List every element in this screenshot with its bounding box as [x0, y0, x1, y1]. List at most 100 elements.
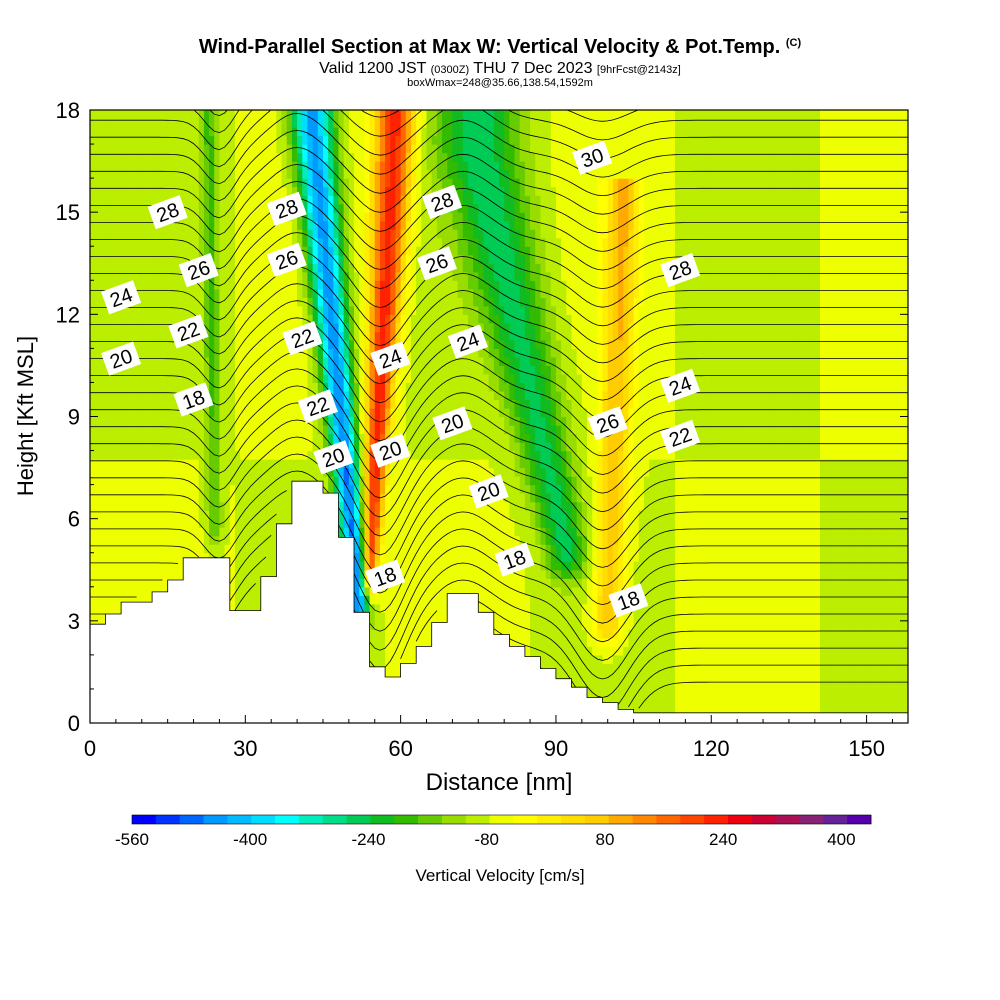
heat-cell: [431, 442, 438, 452]
heat-cell: [431, 603, 438, 613]
heat-cell: [105, 535, 112, 545]
heat-cell: [343, 271, 350, 281]
heat-cell: [167, 127, 174, 137]
heat-cell: [157, 535, 164, 545]
heat-cell: [431, 535, 438, 545]
heat-cell: [369, 365, 376, 375]
heat-cell: [131, 152, 138, 162]
heat-cell: [224, 476, 231, 486]
heat-cell: [188, 425, 195, 435]
heat-cell: [276, 297, 283, 307]
heat-cell: [95, 203, 101, 213]
heat-cell: [250, 544, 257, 554]
heat-cell: [338, 212, 345, 222]
heat-cell: [338, 305, 345, 315]
heat-cell: [431, 382, 438, 392]
heat-cell: [126, 254, 133, 264]
heat-cell: [364, 552, 371, 562]
heat-cell: [312, 297, 319, 307]
heat-cell: [240, 442, 246, 452]
heat-cell: [95, 552, 101, 562]
heat-cell: [312, 254, 319, 264]
heat-cell: [436, 399, 443, 409]
heat-cell: [369, 552, 376, 562]
heat-cell: [390, 603, 397, 613]
heat-cell: [400, 365, 407, 375]
heat-cell: [276, 220, 283, 230]
heat-cell: [385, 425, 391, 435]
heat-cell: [426, 620, 433, 630]
heat-cell: [431, 612, 438, 622]
heat-cell: [193, 178, 200, 188]
heat-cell: [297, 407, 303, 418]
heat-cell: [178, 144, 184, 154]
heat-cell: [136, 527, 143, 537]
heat-cell: [333, 169, 340, 179]
heat-cell: [431, 127, 438, 137]
heat-cell: [131, 237, 138, 247]
heat-cell: [395, 518, 402, 528]
heat-cell: [426, 220, 433, 230]
heat-cell: [224, 254, 231, 264]
heat-cell: [297, 433, 303, 443]
heat-cell: [146, 407, 153, 418]
heat-cell: [385, 552, 391, 562]
heat-cell: [416, 407, 422, 418]
heat-cell: [364, 263, 371, 273]
heat-cell: [234, 348, 241, 358]
heat-cell: [348, 161, 355, 171]
heat-cell: [250, 271, 257, 281]
heat-cell: [95, 314, 101, 324]
heat-cell: [229, 382, 236, 392]
heat-cell: [255, 425, 262, 435]
heat-cell: [436, 178, 443, 188]
heat-cell: [390, 203, 397, 213]
heat-cell: [198, 484, 205, 494]
heat-cell: [203, 178, 210, 188]
heat-cell: [390, 654, 397, 664]
heat-cell: [421, 288, 428, 298]
heat-cell: [431, 229, 438, 239]
heat-cell: [405, 373, 412, 384]
heat-cell: [131, 459, 138, 469]
heat-cell: [172, 416, 179, 426]
heat-cell: [100, 144, 107, 154]
heat-cell: [198, 407, 205, 418]
heat-cell: [172, 246, 179, 256]
heat-cell: [390, 467, 397, 477]
heat-cell: [359, 467, 365, 477]
chart-title-main: Wind-Parallel Section at Max W: Vertical…: [198, 36, 781, 58]
heat-cell: [405, 220, 412, 230]
heat-cell: [405, 118, 412, 128]
heat-cell: [442, 314, 448, 324]
heat-cell: [167, 237, 174, 247]
heat-cell: [115, 425, 122, 435]
heat-cell: [209, 118, 215, 128]
heat-cell: [369, 161, 376, 171]
heat-cell: [260, 561, 267, 571]
heat-cell: [400, 544, 407, 554]
heat-cell: [126, 450, 133, 460]
heat-cell: [322, 220, 329, 230]
heat-cell: [405, 416, 412, 426]
heat-cell: [152, 305, 158, 315]
heat-cell: [328, 178, 334, 188]
heat-cell: [234, 501, 241, 511]
heat-cell: [136, 229, 143, 239]
heat-cell: [260, 220, 267, 230]
heat-cell: [317, 314, 324, 324]
heat-cell: [110, 544, 117, 554]
heat-cell: [115, 476, 122, 486]
heat-cell: [209, 339, 215, 349]
heat-cell: [224, 220, 231, 230]
heat-cell: [405, 442, 412, 452]
heat-cell: [131, 186, 138, 196]
heat-cell: [203, 518, 210, 528]
heat-cell: [250, 161, 257, 171]
heat-cell: [271, 144, 277, 154]
heat-cell: [395, 220, 402, 230]
heat-cell: [359, 195, 365, 205]
heat-cell: [390, 186, 397, 196]
heat-cell: [115, 510, 122, 520]
heat-cell: [100, 263, 107, 273]
